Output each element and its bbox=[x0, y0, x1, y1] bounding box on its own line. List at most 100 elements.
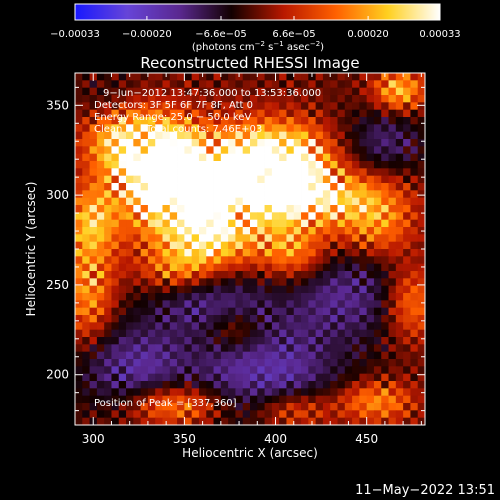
heatmap-cell bbox=[169, 373, 178, 382]
heatmap-cell bbox=[337, 249, 346, 257]
heatmap-cell bbox=[169, 190, 178, 199]
heatmap-cell bbox=[206, 73, 214, 81]
heatmap-cell bbox=[206, 337, 214, 345]
heatmap-cell bbox=[89, 190, 98, 199]
heatmap-cell bbox=[315, 153, 324, 162]
heatmap-cell bbox=[359, 131, 368, 140]
heatmap-cell bbox=[242, 241, 251, 250]
colorbar bbox=[74, 3, 441, 21]
heatmap-cell bbox=[410, 256, 419, 265]
heatmap-cell bbox=[286, 263, 295, 272]
heatmap-cell bbox=[417, 256, 426, 265]
heatmap-cell bbox=[410, 102, 419, 111]
heatmap-cell bbox=[235, 300, 244, 309]
heatmap-cell bbox=[118, 359, 127, 367]
heatmap-cell bbox=[169, 197, 178, 206]
y-tick-label: 200 bbox=[46, 368, 69, 382]
heatmap-cell bbox=[301, 307, 309, 316]
heatmap-cell bbox=[213, 315, 222, 323]
heatmap-cell bbox=[118, 366, 127, 375]
heatmap-cell bbox=[155, 197, 163, 206]
heatmap-cell bbox=[147, 300, 156, 309]
heatmap-cell bbox=[293, 124, 302, 133]
heatmap-cell bbox=[293, 197, 302, 206]
heatmap-cell bbox=[213, 175, 222, 184]
heatmap-cell bbox=[111, 403, 120, 411]
heatmap-cell bbox=[242, 73, 251, 81]
heatmap-cell bbox=[359, 146, 368, 155]
heatmap-cell bbox=[162, 190, 171, 199]
heatmap-cell bbox=[315, 300, 324, 309]
heatmap-cell bbox=[250, 307, 258, 316]
heatmap-cell bbox=[410, 322, 419, 331]
heatmap-cell bbox=[286, 315, 295, 323]
heatmap-cell bbox=[293, 109, 302, 118]
heatmap-cell bbox=[366, 227, 375, 235]
heatmap-cell bbox=[257, 263, 265, 272]
heatmap-cell bbox=[388, 285, 397, 294]
heatmap-cell bbox=[147, 307, 156, 316]
heatmap-cell bbox=[147, 417, 156, 426]
heatmap-cell bbox=[155, 351, 163, 360]
heatmap-cell bbox=[177, 87, 185, 96]
heatmap-cell bbox=[250, 278, 258, 287]
heatmap-cell bbox=[235, 131, 244, 140]
heatmap-cell bbox=[96, 161, 105, 169]
heatmap-cell bbox=[330, 227, 338, 235]
heatmap-cell bbox=[82, 139, 90, 147]
heatmap-cell bbox=[155, 80, 163, 89]
heatmap-cell bbox=[213, 271, 222, 279]
heatmap-cell bbox=[359, 190, 368, 199]
heatmap-cell bbox=[271, 219, 280, 228]
heatmap-cell bbox=[242, 227, 251, 235]
heatmap-cell bbox=[366, 410, 375, 419]
heatmap-cell bbox=[104, 366, 112, 375]
heatmap-cell bbox=[177, 417, 185, 426]
heatmap-cell bbox=[169, 388, 178, 397]
heatmap-cell bbox=[75, 359, 83, 367]
heatmap-cell bbox=[322, 219, 331, 228]
heatmap-cell bbox=[220, 300, 229, 309]
heatmap-cell bbox=[228, 161, 236, 169]
heatmap-cell bbox=[191, 212, 200, 221]
heatmap-cell bbox=[344, 175, 353, 184]
heatmap-cell bbox=[279, 249, 287, 257]
heatmap-cell bbox=[403, 146, 411, 155]
heatmap-cell bbox=[308, 351, 317, 360]
heatmap-cell bbox=[395, 73, 404, 81]
heatmap-cell bbox=[373, 183, 382, 191]
heatmap-cell bbox=[322, 315, 331, 323]
heatmap-cell bbox=[257, 234, 265, 243]
heatmap-cell bbox=[359, 183, 368, 191]
heatmap-cell bbox=[191, 300, 200, 309]
heatmap-cell bbox=[308, 366, 317, 375]
heatmap-cell bbox=[198, 307, 207, 316]
heatmap-cell bbox=[330, 219, 338, 228]
heatmap-cell bbox=[257, 315, 265, 323]
heatmap-cell bbox=[388, 373, 397, 382]
heatmap-cell bbox=[235, 337, 244, 345]
heatmap-cell bbox=[352, 175, 360, 184]
heatmap-cell bbox=[410, 161, 419, 169]
heatmap-cell bbox=[96, 278, 105, 287]
heatmap-cell bbox=[322, 146, 331, 155]
heatmap-cell bbox=[257, 403, 265, 411]
heatmap-cell bbox=[235, 293, 244, 301]
heatmap-cell bbox=[322, 161, 331, 169]
heatmap-cell bbox=[111, 329, 120, 338]
heatmap-cell bbox=[75, 219, 83, 228]
heatmap-cell bbox=[271, 285, 280, 294]
heatmap-cell bbox=[126, 131, 134, 140]
heatmap-cell bbox=[337, 124, 346, 133]
heatmap-cell bbox=[177, 102, 185, 111]
heatmap-cell bbox=[228, 227, 236, 235]
heatmap-cell bbox=[213, 410, 222, 419]
heatmap-cell bbox=[293, 285, 302, 294]
heatmap-cell bbox=[257, 351, 265, 360]
heatmap-cell bbox=[213, 219, 222, 228]
heatmap-cell bbox=[147, 234, 156, 243]
heatmap-cell bbox=[140, 117, 149, 125]
heatmap-cell bbox=[89, 381, 98, 389]
heatmap-cell bbox=[388, 168, 397, 177]
heatmap-cell bbox=[133, 109, 142, 118]
